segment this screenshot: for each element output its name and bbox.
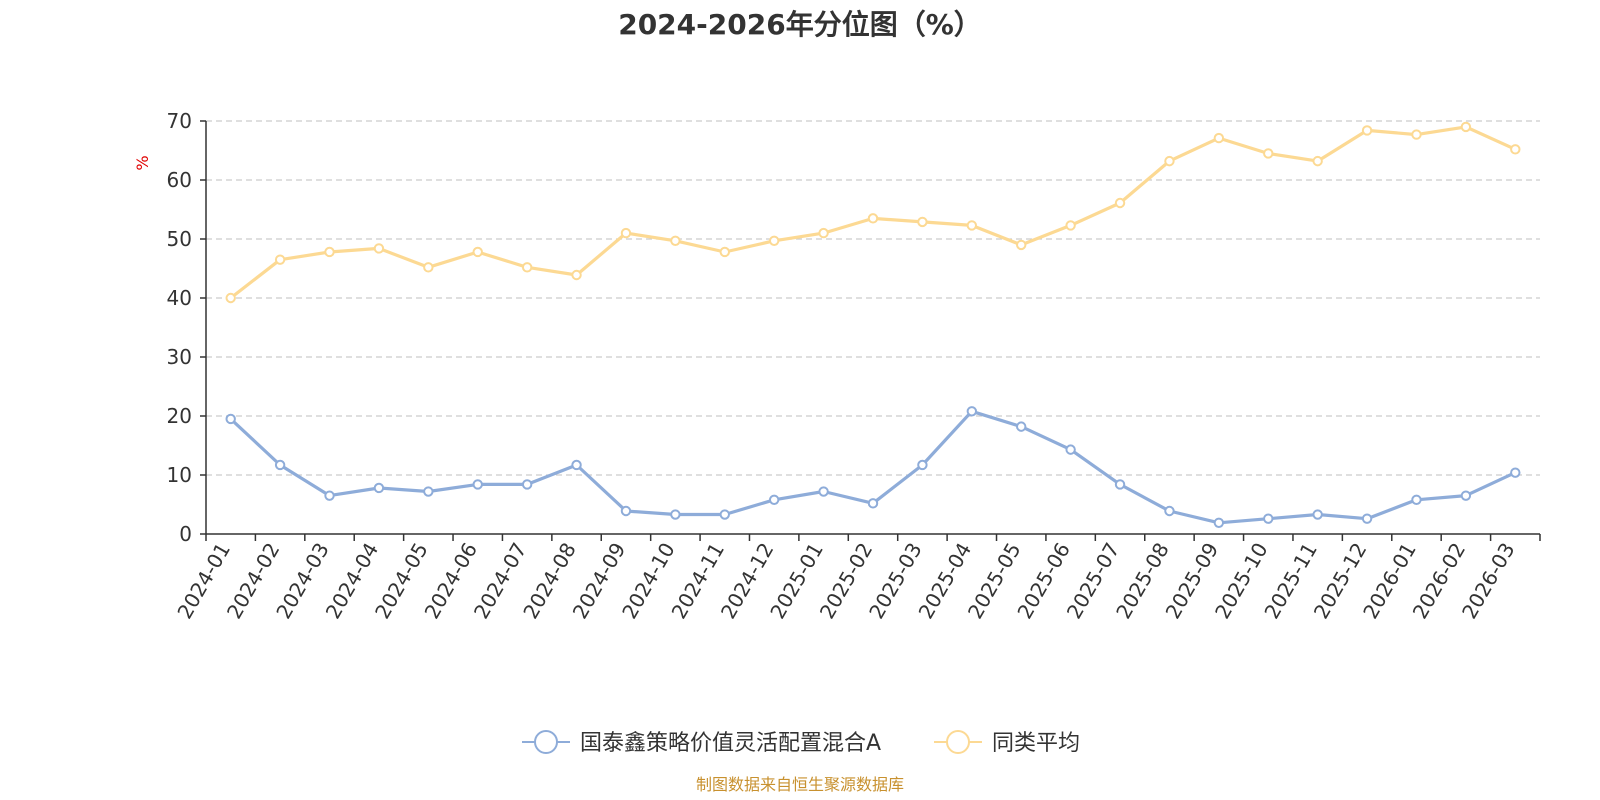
data-point — [521, 479, 533, 490]
data-point — [1213, 517, 1225, 528]
data-point — [1016, 239, 1027, 251]
data-point — [966, 406, 978, 417]
data-point — [670, 235, 681, 246]
y-tick-label: 40 — [167, 286, 192, 310]
legend: 国泰鑫策略价值灵活配置混合A 同类平均 — [522, 730, 1080, 756]
data-point — [1460, 121, 1472, 133]
data-point — [1411, 494, 1422, 505]
legend-label: 国泰鑫策略价值灵活配置混合A — [580, 731, 881, 756]
data-point — [1016, 421, 1027, 432]
data-point — [1460, 490, 1472, 501]
data-point — [1114, 197, 1126, 209]
data-point — [423, 262, 434, 273]
data-point — [521, 262, 533, 273]
y-tick-label: 30 — [167, 345, 192, 369]
y-tick-labels: 0 10 20 30 40 50 60 70 — [167, 109, 192, 546]
legend-marker — [946, 730, 970, 754]
data-point — [373, 482, 385, 494]
data-point — [1361, 125, 1373, 136]
data-point — [1361, 513, 1373, 524]
axes — [200, 120, 1541, 541]
x-tick-labels: 2024-012024-022024-032024-042024-052024-… — [172, 538, 1519, 622]
data-point — [472, 246, 483, 258]
data-point — [719, 509, 730, 520]
data-point — [1510, 144, 1521, 155]
data-point — [768, 494, 780, 505]
y-tick-label: 0 — [179, 522, 192, 546]
data-point — [1164, 505, 1175, 517]
legend-item-0[interactable]: 国泰鑫策略价值灵活配置混合A — [522, 730, 881, 756]
data-point — [768, 235, 780, 246]
series-line — [229, 125, 1516, 300]
legend-marker — [534, 730, 558, 754]
y-axis-unit-label: % — [133, 155, 152, 170]
data-point — [1312, 509, 1323, 520]
data-point — [818, 486, 829, 497]
series-layer — [225, 121, 1521, 528]
legend-item-1[interactable]: 同类平均 — [934, 730, 1080, 756]
y-tick-label: 10 — [167, 463, 192, 487]
data-point — [571, 269, 582, 281]
data-point — [324, 490, 335, 501]
data-point — [274, 254, 286, 265]
data-point — [818, 227, 829, 239]
data-point — [225, 413, 236, 425]
legend-label: 同类平均 — [992, 731, 1080, 756]
series-0 — [225, 406, 1521, 528]
data-point — [1263, 148, 1274, 159]
data-point — [1164, 155, 1175, 167]
grid-lines — [206, 120, 1540, 476]
data-point — [917, 216, 928, 228]
data-point — [620, 227, 632, 239]
data-point — [620, 505, 632, 517]
data-point — [274, 459, 286, 471]
data-point — [225, 292, 236, 304]
data-point — [966, 220, 978, 231]
data-point — [1114, 479, 1126, 490]
data-point — [1411, 129, 1422, 140]
data-point — [1065, 444, 1076, 455]
data-point — [324, 246, 335, 258]
data-point — [423, 486, 434, 497]
source-note: 制图数据来自恒生聚源数据库 — [696, 775, 904, 794]
data-point — [1213, 132, 1225, 144]
data-point — [917, 459, 928, 471]
data-point — [472, 479, 483, 490]
data-point — [1510, 467, 1521, 478]
data-point — [719, 246, 730, 258]
data-point — [373, 243, 385, 254]
series-1 — [225, 121, 1521, 304]
y-tick-label: 70 — [167, 109, 192, 133]
data-point — [867, 213, 879, 224]
data-point — [1312, 155, 1323, 167]
chart-title: 2024-2026年分位图（%） — [618, 8, 982, 41]
data-point — [1065, 220, 1076, 231]
data-point — [1263, 513, 1274, 524]
data-point — [867, 498, 879, 509]
y-tick-label: 60 — [167, 168, 192, 192]
y-tick-label: 20 — [167, 404, 192, 428]
data-point — [670, 509, 681, 520]
y-tick-label: 50 — [167, 227, 192, 251]
data-point — [571, 459, 582, 471]
